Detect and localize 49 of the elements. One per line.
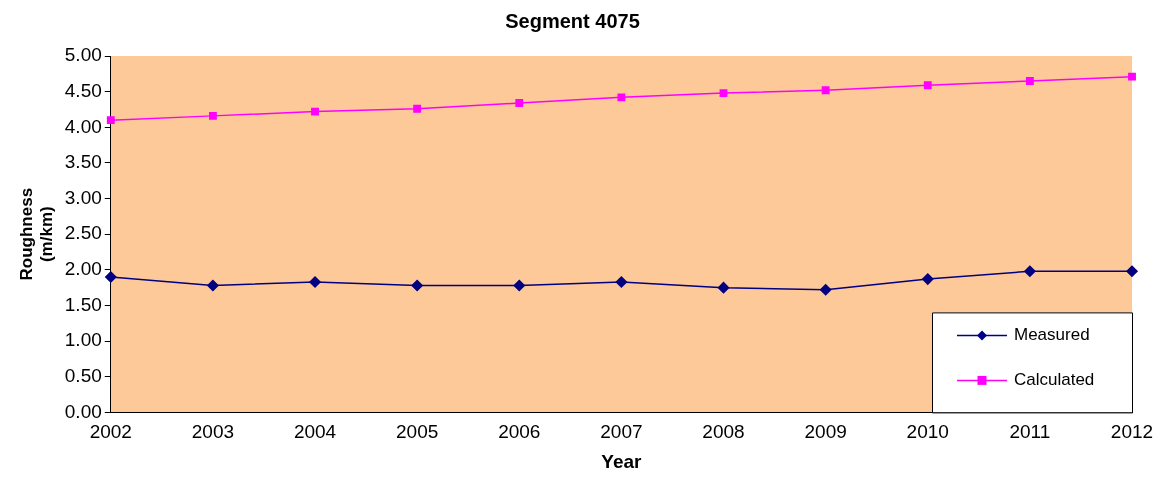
point — [208, 111, 217, 120]
x-tick-label: 2005 — [396, 421, 439, 443]
point — [617, 93, 626, 102]
y-tick-label: 1.50 — [64, 293, 102, 315]
x-tick-label: 2010 — [906, 421, 949, 443]
point — [717, 281, 730, 294]
point — [719, 89, 728, 97]
y-tick-label: 2.50 — [64, 222, 102, 244]
x-axis-title: Year — [601, 450, 643, 472]
y-tick-label: 0.50 — [64, 364, 102, 386]
x-tick-label: 2009 — [804, 421, 847, 443]
point — [1126, 265, 1138, 278]
point — [615, 276, 628, 288]
legend-label: Measured — [1014, 325, 1090, 345]
point — [207, 279, 219, 292]
y-tick-label: 5.00 — [64, 44, 102, 66]
point — [922, 273, 934, 285]
point — [1025, 77, 1034, 85]
y-axis-title: Roughness (m/km) — [16, 187, 57, 281]
y-tick-label: 3.50 — [64, 151, 102, 173]
y-tick-label: 4.00 — [64, 115, 102, 137]
point — [515, 99, 524, 107]
point — [923, 81, 932, 90]
y-tick-label: 0.00 — [64, 400, 102, 422]
point — [1128, 72, 1136, 81]
point — [311, 107, 319, 116]
point — [106, 116, 115, 125]
point — [819, 284, 832, 296]
x-tick-label: 2002 — [89, 421, 132, 443]
x-tick-label: 2011 — [1009, 421, 1051, 443]
x-tick-label: 2003 — [191, 421, 235, 443]
x-tick-label: 2004 — [293, 421, 337, 443]
point — [411, 279, 423, 292]
chart-title: Segment 4075 — [505, 9, 640, 32]
x-tick-label: 2006 — [498, 421, 541, 443]
y-tick-label: 2.00 — [64, 258, 102, 280]
point — [105, 271, 117, 283]
y-tick-label: 4.50 — [64, 79, 102, 101]
y-tick-label: 1.00 — [64, 329, 102, 351]
point — [1024, 265, 1036, 278]
point — [821, 86, 830, 95]
y-tick-label: 3.00 — [64, 186, 102, 208]
point — [309, 276, 321, 288]
x-tick-label: 2008 — [702, 421, 745, 443]
point — [413, 104, 422, 113]
x-tick-label: 2007 — [600, 421, 643, 443]
legend-label: Calculated — [1014, 370, 1095, 390]
point — [513, 279, 526, 292]
x-tick-label: 2012 — [1110, 421, 1154, 443]
